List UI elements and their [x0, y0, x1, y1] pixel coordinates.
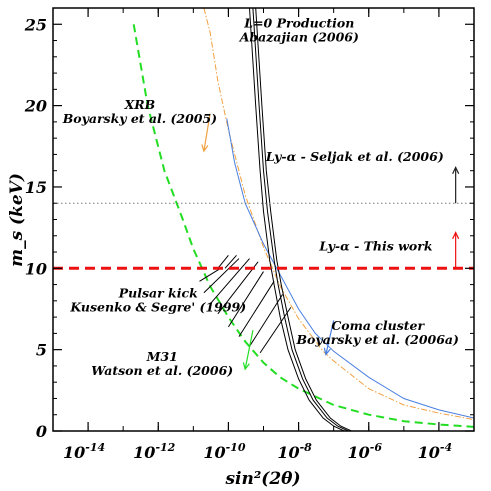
series-production_3: [255, 8, 352, 431]
hatch-line-9: [259, 307, 292, 354]
hatch-line-6: [227, 271, 264, 328]
y-tick-label-0: 0: [36, 422, 47, 441]
annotation-seljak-line-0: Ly-α - Seljak et al. (2006): [265, 149, 444, 164]
series-layer: [132, 8, 474, 431]
arrow-seljak: [452, 166, 460, 204]
series-xrb: [203, 8, 474, 421]
annotation-xrb-line-1: Boyarsky et al. (2005): [62, 111, 217, 126]
annotation-coma-line-0: Coma cluster: [331, 318, 425, 333]
annotation-m31-line-0: M31: [146, 349, 178, 364]
annotation-pulsar-line-1: Kusenko & Segre' (1999): [69, 300, 246, 315]
arrow-this-work: [452, 231, 460, 269]
y-tick-label-2: 10: [25, 259, 47, 278]
series-production_1: [249, 8, 345, 431]
y-tick-label-3: 15: [25, 178, 47, 197]
series-seljak_curve: [226, 118, 474, 419]
hatch-line-4: [209, 258, 250, 305]
series-m31: [132, 24, 474, 428]
y-tick-label-5: 25: [24, 15, 47, 34]
hatch-line-0: [217, 254, 229, 269]
arrow-coma: [323, 320, 335, 356]
y-tick-label-4: 20: [24, 97, 47, 116]
hatch-line-7: [238, 281, 275, 337]
arrow-xrb: [201, 113, 211, 153]
hatch-line-2: [199, 267, 221, 282]
hatch-line-8: [249, 294, 284, 347]
arrow-layer: [201, 113, 460, 371]
pulsar-hatch: [199, 254, 292, 354]
y-tick-label-1: 5: [36, 341, 47, 360]
annotation-production-line-1: Abazajian (2006): [239, 30, 359, 45]
annotation-this_work-line-0: Ly-α - This work: [318, 238, 433, 253]
annotation-xrb-line-0: XRB: [124, 97, 156, 112]
hatch-line-1: [224, 254, 237, 269]
hatch-line-5: [217, 261, 259, 315]
annotation-m31-line-1: Watson et al. (2006): [91, 363, 233, 378]
x-axis-label: sin²(2θ): [224, 469, 300, 489]
annotation-pulsar-line-0: Pulsar kick: [118, 286, 198, 301]
hatch-line-3: [203, 258, 240, 294]
annotation-production-line-0: L=0 Production: [243, 16, 354, 31]
arrow-m31: [242, 330, 254, 371]
annotation-coma-line-1: Boyarsky et al. (2006a): [295, 332, 459, 347]
hline-layer: [53, 202, 474, 270]
y-axis-label: m_s (keV): [7, 173, 27, 267]
